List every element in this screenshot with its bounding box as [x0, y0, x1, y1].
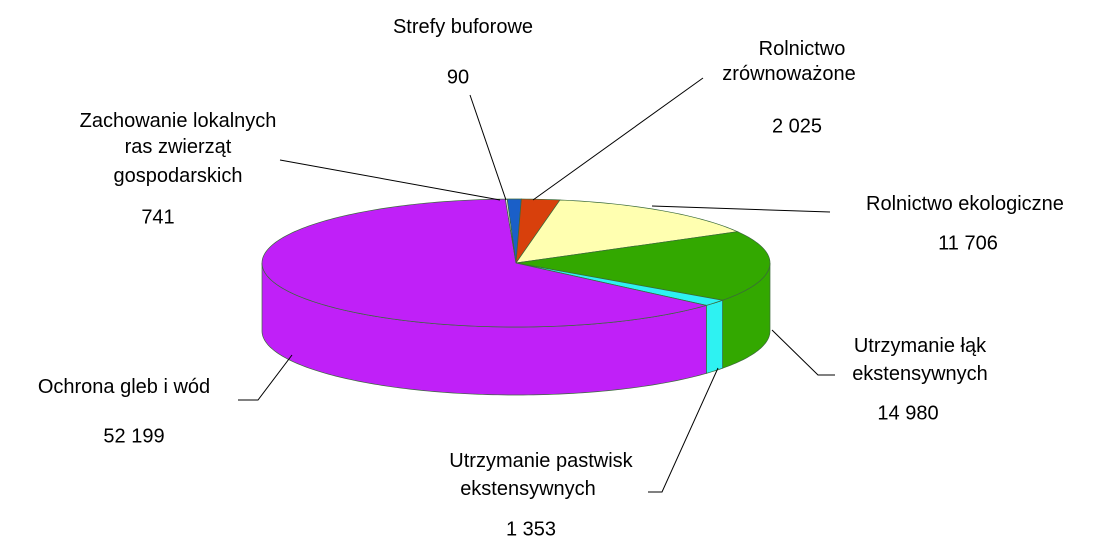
pie-slice	[515, 231, 771, 301]
value-label: 52 199	[103, 425, 164, 447]
leader-line	[532, 77, 704, 201]
slice-label: Strefy buforowe	[393, 16, 533, 38]
value-label: 11 706	[938, 232, 998, 254]
value-label: 14 980	[877, 402, 938, 424]
leader-line	[279, 159, 501, 201]
leader-line	[771, 329, 835, 376]
leader-line	[648, 367, 719, 493]
value-label: 90	[447, 66, 469, 88]
slice-label: Utrzymanie pastwisk ekstensywnych	[449, 450, 633, 500]
pie-slice	[261, 198, 707, 328]
value-label: 741	[141, 206, 174, 228]
slice-label: Utrzymanie łąk ekstensywnych	[852, 335, 988, 385]
pie-slice	[504, 198, 517, 264]
slice-label: Rolnictwo zrównoważone	[722, 38, 855, 85]
slice-label: Ochrona gleb i wód	[38, 376, 210, 398]
slice-label: Zachowanie lokalnych ras zwierząt gospodar…	[80, 110, 277, 187]
pie-slice	[515, 262, 724, 306]
leader-line	[651, 205, 831, 213]
pie-side	[706, 299, 723, 374]
leader-line	[238, 354, 293, 401]
leader-line	[469, 94, 507, 201]
slice-label: Rolnictwo ekologiczne	[866, 193, 1064, 215]
value-label: 2 025	[772, 115, 822, 137]
pie-slice	[515, 199, 739, 264]
value-label: 1 353	[506, 518, 556, 540]
